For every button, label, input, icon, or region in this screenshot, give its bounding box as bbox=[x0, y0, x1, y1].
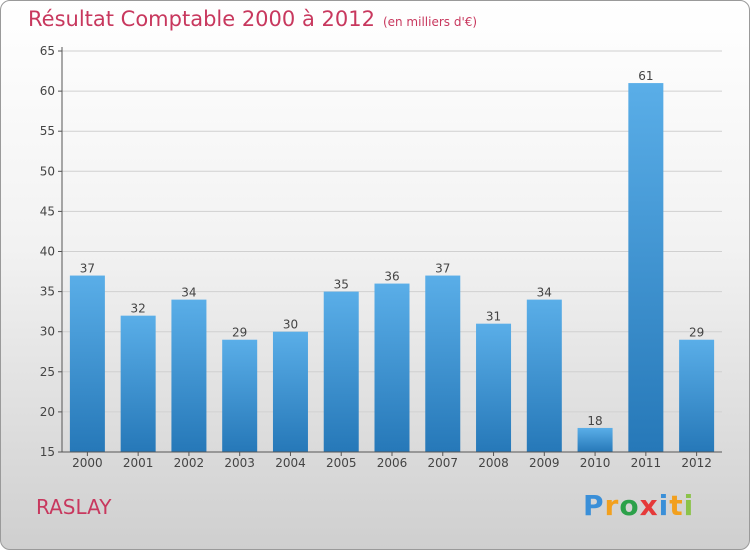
x-tick-label: 2011 bbox=[631, 456, 662, 470]
proxiti-logo[interactable]: Proxiti bbox=[583, 489, 695, 522]
data-label: 34 bbox=[537, 286, 552, 300]
bar-2012[interactable] bbox=[679, 339, 715, 452]
data-label: 29 bbox=[232, 326, 247, 340]
y-tick-label: 25 bbox=[40, 365, 55, 379]
x-tick-label: 2007 bbox=[427, 456, 458, 470]
bar-2009[interactable] bbox=[526, 299, 562, 452]
data-label: 36 bbox=[384, 270, 399, 284]
x-tick-label: 2009 bbox=[529, 456, 560, 470]
x-tick-label: 2006 bbox=[377, 456, 408, 470]
town-name: RASLAY bbox=[36, 495, 112, 519]
data-label: 37 bbox=[435, 262, 450, 276]
bar-2010[interactable] bbox=[577, 427, 613, 452]
data-label: 61 bbox=[638, 69, 653, 83]
bars: 37 32 34 29 30 35 36 37 31 34 18 61 29 bbox=[69, 69, 715, 452]
bar-2007[interactable] bbox=[425, 275, 461, 452]
chart-unit: (en milliers d'€) bbox=[382, 15, 478, 29]
x-tick-label: 2010 bbox=[580, 456, 611, 470]
data-label: 32 bbox=[131, 302, 146, 316]
y-tick-label: 55 bbox=[40, 124, 55, 138]
x-tick-label: 2003 bbox=[224, 456, 255, 470]
y-tick-label: 50 bbox=[40, 164, 55, 178]
bar-2000[interactable] bbox=[69, 275, 105, 452]
y-tick-label: 15 bbox=[40, 445, 55, 459]
x-tick-label: 2008 bbox=[478, 456, 509, 470]
x-tick-label: 2001 bbox=[123, 456, 154, 470]
bar-2005[interactable] bbox=[323, 291, 359, 452]
x-tick-label: 2012 bbox=[681, 456, 712, 470]
y-tick-label: 40 bbox=[40, 245, 55, 259]
x-tick-label: 2004 bbox=[275, 456, 306, 470]
data-label: 37 bbox=[80, 262, 95, 276]
y-tick-label: 30 bbox=[40, 325, 55, 339]
y-tick-label: 65 bbox=[40, 44, 55, 58]
axes: 15 20 25 30 35 40 45 50 55 60 65 2000 2001 2002 2003 20… bbox=[40, 44, 722, 470]
bar-2002[interactable] bbox=[171, 299, 207, 452]
data-label: 31 bbox=[486, 310, 501, 324]
y-tick-label: 60 bbox=[40, 84, 55, 98]
data-label: 35 bbox=[334, 278, 349, 292]
bar-2006[interactable] bbox=[374, 283, 410, 452]
y-tick-label: 20 bbox=[40, 405, 55, 419]
bar-2011[interactable] bbox=[628, 83, 664, 452]
y-tick-label: 35 bbox=[40, 285, 55, 299]
bar-2001[interactable] bbox=[120, 315, 156, 452]
data-label: 30 bbox=[283, 318, 298, 332]
bar-2004[interactable] bbox=[272, 331, 308, 452]
x-tick-label: 2002 bbox=[174, 456, 205, 470]
data-label: 34 bbox=[181, 286, 196, 300]
data-label: 18 bbox=[587, 414, 602, 428]
x-tick-label: 2000 bbox=[72, 456, 103, 470]
x-tick-label: 2005 bbox=[326, 456, 357, 470]
bar-2003[interactable] bbox=[222, 339, 258, 452]
chart-title: Résultat Comptable 2000 à 2012 (en millie… bbox=[28, 7, 477, 31]
bar-2008[interactable] bbox=[476, 323, 512, 452]
data-label: 29 bbox=[689, 326, 704, 340]
chart-title-text: Résultat Comptable 2000 à 2012 bbox=[28, 7, 375, 31]
y-tick-label: 45 bbox=[40, 204, 55, 218]
